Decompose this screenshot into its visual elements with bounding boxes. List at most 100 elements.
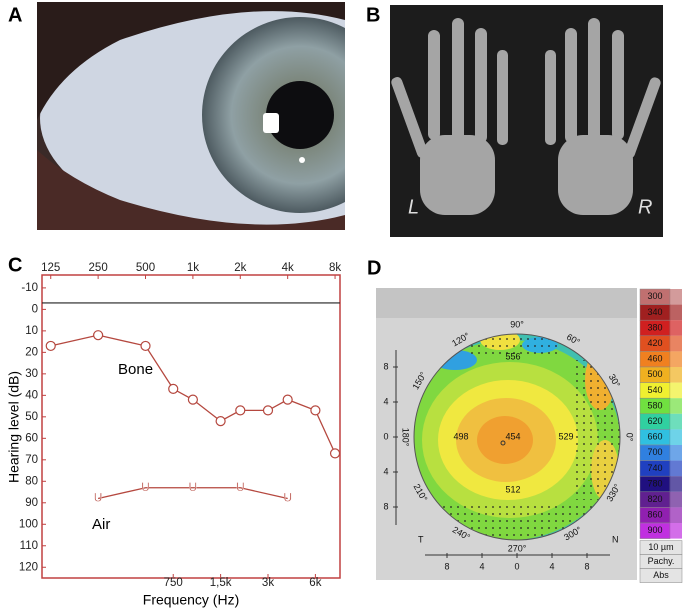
map-border [413, 333, 621, 541]
y-tick-label: 0 [32, 303, 38, 315]
y-tick-label: 0 [383, 431, 388, 441]
x-tick-label: 4k [282, 262, 294, 274]
scale-strip [670, 460, 682, 477]
data-point [262, 405, 274, 416]
scale-label: 820 [647, 494, 662, 504]
scale-label: 780 [647, 478, 662, 488]
data-point [310, 405, 321, 416]
scale-strip [670, 304, 682, 321]
y-tick-label: 20 [25, 346, 38, 358]
panel-label: C [8, 254, 22, 276]
scale-label: 500 [647, 369, 662, 379]
y-tick-label: 40 [25, 389, 38, 401]
y-tick-label: 30 [25, 368, 38, 380]
scale-footer-box [639, 568, 683, 583]
series-label: Bone [118, 361, 153, 378]
y-tick-label: 60 [25, 432, 38, 444]
scale-strip [670, 413, 682, 430]
scale-label: 860 [647, 510, 662, 520]
angle-label: 270° [508, 543, 527, 553]
data-point [45, 340, 56, 352]
scale-label: 580 [647, 400, 662, 410]
scale-strip [670, 382, 682, 399]
x-tick-label: 125 [41, 262, 60, 274]
scale-label: 340 [647, 307, 662, 317]
scale-strip [670, 320, 682, 336]
x-tick-label: 4 [479, 561, 484, 571]
eye-photo [37, 2, 345, 230]
y-axis-label: Hearing level (dB) [6, 371, 22, 483]
scale-strip [670, 445, 682, 461]
x-tick-label: 1k [187, 262, 199, 274]
scale-strip [670, 335, 682, 352]
scale-label: 700 [647, 447, 662, 457]
data-point [282, 394, 293, 405]
y-tick-label: 10 [25, 325, 38, 337]
panel-label: D [367, 257, 381, 279]
data-point [215, 416, 226, 427]
data-point [140, 340, 151, 352]
scale-label: 460 [647, 354, 662, 364]
scale-footer-label: Abs [653, 570, 669, 580]
panel-label: B [366, 4, 380, 26]
xray-marker: L [408, 196, 419, 218]
angle-label: 0° [625, 433, 635, 442]
x-tick-label: 8k [329, 262, 341, 274]
y-tick-label: 110 [20, 540, 38, 552]
y-tick-label: 120 [19, 561, 38, 573]
scale-label: 900 [647, 525, 662, 535]
data-point: U [141, 480, 150, 494]
y-tick-label: 70 [25, 454, 38, 466]
scale-footer-label: 10 µm [648, 542, 673, 552]
data-point: U [236, 480, 245, 494]
x-tick-label: 4 [549, 561, 554, 571]
side-label: T [418, 534, 424, 544]
data-point: U [283, 491, 292, 505]
y-tick-label: 100 [19, 518, 38, 530]
data-point [168, 383, 179, 394]
x-tick-label: 500 [136, 262, 155, 274]
y-tick-label: 4 [383, 396, 388, 406]
scale-label: 420 [647, 338, 662, 348]
thickness-reading: 498 [453, 431, 468, 441]
x-tick-label: 750 [164, 577, 183, 589]
scale-label: 540 [647, 385, 662, 395]
thickness-reading: 556 [505, 351, 520, 361]
scale-label: 660 [647, 432, 662, 442]
data-point [93, 330, 104, 341]
thickness-reading: 529 [558, 431, 573, 441]
x-tick-label: 1,5k [210, 577, 232, 589]
data-point: U [189, 480, 198, 494]
scale-label: 740 [647, 463, 662, 473]
x-tick-label: 2k [234, 262, 246, 274]
panel-label: A [8, 4, 22, 26]
scale-label: 300 [647, 291, 662, 301]
data-point [187, 394, 198, 405]
y-tick-label: 80 [25, 475, 38, 487]
scale-strip [670, 476, 682, 492]
thickness-reading: 454 [505, 431, 520, 441]
scale-strip [670, 289, 682, 305]
map-header [376, 288, 637, 318]
scale-label: 380 [647, 322, 662, 332]
side-label: N [612, 534, 619, 544]
xray-photo [390, 5, 663, 237]
apex-marker [500, 440, 506, 446]
thickness-map [414, 334, 620, 540]
y-tick-label: 8 [383, 501, 388, 511]
data-point [329, 448, 341, 459]
thickness-reading: 512 [505, 484, 520, 494]
x-tick-label: 8 [584, 561, 589, 571]
series-label: Air [92, 516, 110, 533]
scale-strip [670, 523, 682, 539]
data-point [235, 405, 246, 416]
scale-strip [670, 429, 682, 445]
scale-strip [670, 507, 682, 523]
y-tick-label: -10 [21, 282, 38, 294]
x-tick-label: 0 [514, 561, 519, 571]
x-tick-label: 250 [89, 262, 108, 274]
y-tick-label: 90 [25, 497, 38, 509]
scale-strip [670, 351, 682, 367]
y-tick-label: 8 [383, 361, 388, 371]
